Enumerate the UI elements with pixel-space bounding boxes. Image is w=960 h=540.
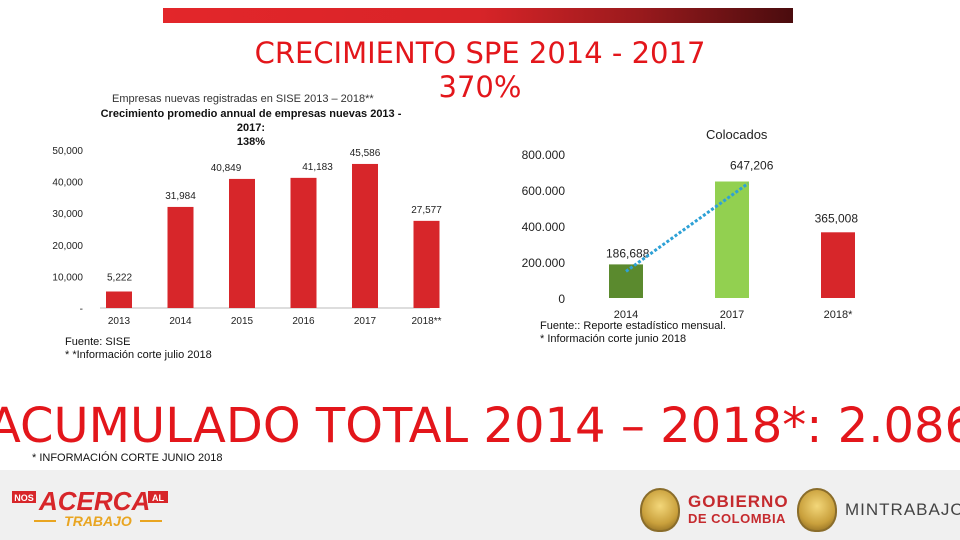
left-bar-value-label: 31,984 (165, 191, 196, 202)
right-chart-label: Colocados (706, 127, 768, 142)
right-chart-source: Fuente:: Reporte estadístico mensual. * … (540, 320, 726, 346)
left-bar (352, 163, 378, 308)
nos-acerca-logo-graphic: NOS ACERCA AL TRABAJO (12, 486, 168, 529)
left-x-tick-label: 2015 (231, 316, 254, 327)
left-bar-value-label: 45,586 (350, 148, 381, 159)
left-y-tick-label: 30,000 (52, 209, 83, 220)
left-x-tick-label: 2018** (411, 316, 441, 327)
right-x-tick-label: 2018* (824, 309, 853, 321)
gobierno-line-1: GOBIERNO (688, 492, 789, 511)
right-y-tick-label: 600.000 (522, 184, 566, 198)
left-bar-value-label: 41,183 (302, 162, 333, 173)
gobierno-de-colombia-logo: GOBIERNO DE COLOMBIA (640, 488, 789, 532)
gobierno-line-2: DE COLOMBIA (688, 511, 786, 526)
left-source-line-1: Fuente: SISE (65, 336, 131, 348)
logo-al-text: AL (152, 493, 164, 503)
nos-acerca-al-trabajo-logo: NOS ACERCA AL TRABAJO (12, 483, 172, 534)
logo-acerca-text: ACERCA (38, 486, 150, 516)
left-x-tick-label: 2013 (108, 316, 131, 327)
left-y-tick-label: 40,000 (52, 178, 83, 189)
mintrabajo-seal-icon (797, 488, 837, 532)
left-bar-value-label: 40,849 (211, 163, 242, 174)
left-bar (106, 291, 132, 308)
charts-canvas: - 10,000 20,000 30,000 40,000 50,000 5,222 2013… (52, 146, 859, 327)
mintrabajo-logo: MINTRABAJO (797, 488, 960, 532)
left-bar (413, 220, 440, 308)
al-badge-shape (148, 491, 168, 503)
left-chart-source: Fuente: SISE * *Información corte julio … (65, 336, 212, 362)
left-bar-value-label: 27,577 (411, 205, 442, 216)
left-bar (167, 206, 194, 308)
right-bar-value-label: 647,206 (730, 159, 774, 173)
right-y-tick-label: 200.000 (522, 256, 566, 270)
nos-badge-shape (12, 491, 36, 503)
top-accent-bar (163, 8, 793, 23)
right-bar-value-label: 365,008 (815, 211, 859, 225)
left-y-tick-label: 20,000 (52, 241, 83, 252)
left-x-tick-label: 2014 (169, 316, 192, 327)
right-bar-value-label: 186,688 (606, 246, 650, 260)
accumulated-total: ACUMULADO TOTAL 2014 – 2018*: 2.086.776 (0, 398, 960, 454)
right-x-tick-label: 2017 (720, 309, 744, 321)
right-bar-chart: 0 200.000 400.000 600.000 800.000 186,688 2014… (522, 148, 859, 321)
right-y-tick-label: 400.000 (522, 220, 566, 234)
colombia-seal-icon (640, 488, 680, 532)
right-source-line-1: Fuente:: Reporte estadístico mensual. (540, 320, 726, 332)
left-source-line-2: * *Información corte julio 2018 (65, 349, 212, 361)
right-y-tick-label: 800.000 (522, 148, 566, 162)
right-trend-line (625, 182, 749, 273)
left-bar (290, 177, 317, 308)
left-x-tick-label: 2017 (354, 316, 377, 327)
right-bar (609, 264, 643, 298)
logo-trabajo-text: TRABAJO (64, 513, 132, 529)
page-title: CRECIMIENTO SPE 2014 - 2017 370% (230, 36, 730, 104)
title-line-1: CRECIMIENTO SPE 2014 - 2017 (254, 36, 706, 70)
left-chart-subtitle: Empresas nuevas registradas en SISE 2013… (112, 93, 374, 105)
title-line-2: 370% (438, 70, 522, 104)
left-chart-growth-note: Crecimiento promedio annual de empresas … (96, 107, 406, 149)
gobierno-text: GOBIERNO DE COLOMBIA (688, 493, 789, 527)
left-bar-chart: - 10,000 20,000 30,000 40,000 50,000 5,222 2013… (52, 146, 442, 327)
accumulated-note: * INFORMACIÓN CORTE JUNIO 2018 (32, 452, 223, 464)
left-y-tick-label: - (80, 304, 83, 315)
right-x-tick-label: 2014 (614, 309, 638, 321)
left-y-tick-label: 50,000 (52, 146, 83, 157)
right-source-line-2: * Información corte junio 2018 (540, 333, 687, 345)
growth-note-line-1: Crecimiento promedio annual de empresas … (100, 108, 402, 134)
right-bar (821, 232, 855, 298)
left-y-tick-label: 10,000 (52, 272, 83, 283)
mintrabajo-text: MINTRABAJO (845, 500, 960, 519)
left-bar-value-label: 5,222 (107, 272, 132, 283)
growth-note-line-2: 138% (236, 136, 266, 148)
left-x-tick-label: 2016 (292, 316, 315, 327)
logo-nos-text: NOS (14, 493, 34, 503)
right-bar (715, 181, 749, 298)
left-bar (229, 178, 255, 308)
right-y-tick-label: 0 (558, 292, 565, 306)
